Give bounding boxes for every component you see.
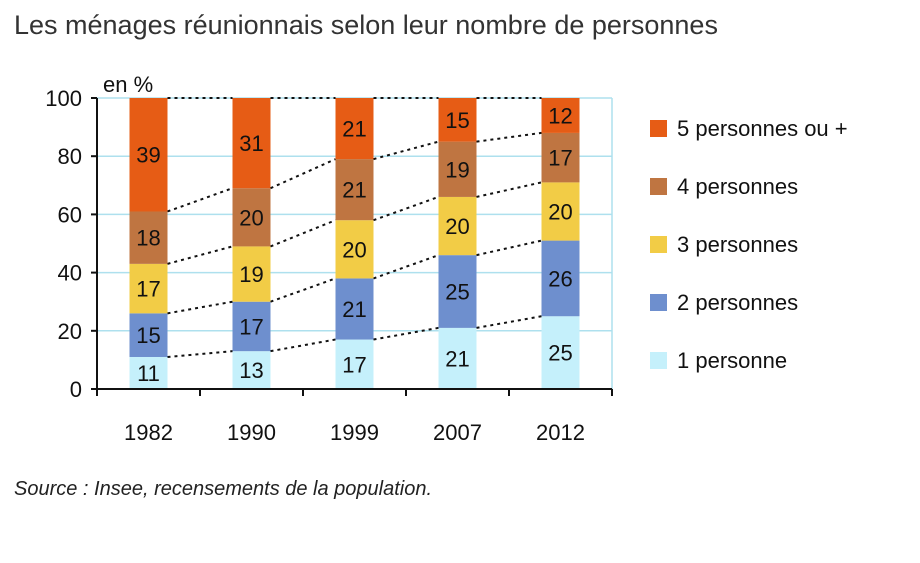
connector-line xyxy=(476,181,542,198)
data-label: 21 xyxy=(342,297,366,322)
bar-segment xyxy=(541,182,580,241)
unit-label: en % xyxy=(103,72,153,97)
data-label: 21 xyxy=(445,346,469,371)
legend-label: 2 personnes xyxy=(677,290,798,315)
bar-segment xyxy=(335,220,374,279)
y-tick-label: 40 xyxy=(58,261,82,286)
bar-segment xyxy=(129,313,168,357)
connector-line xyxy=(167,300,233,315)
bar-segment xyxy=(232,301,271,352)
y-tick-label: 100 xyxy=(45,86,82,111)
connector-line xyxy=(167,187,233,213)
x-tick-label: 2012 xyxy=(536,420,585,445)
bar-segment xyxy=(232,351,271,389)
legend-swatch xyxy=(650,294,667,311)
legend-swatch xyxy=(650,352,667,369)
data-label: 11 xyxy=(137,361,160,386)
bar-segment xyxy=(438,255,477,328)
data-label: 21 xyxy=(342,117,366,142)
x-tick-label: 1982 xyxy=(124,420,173,445)
data-label: 17 xyxy=(239,314,263,339)
data-label: 15 xyxy=(136,323,160,348)
y-tick-label: 80 xyxy=(58,144,82,169)
data-label: 15 xyxy=(445,108,469,133)
connector-line xyxy=(373,254,439,280)
bar-segment xyxy=(335,159,374,221)
bar-segment xyxy=(541,240,580,317)
bar-segment xyxy=(232,98,271,189)
data-label: 25 xyxy=(445,280,469,305)
x-tick-label: 1990 xyxy=(227,420,276,445)
legend-label: 5 personnes ou + xyxy=(677,116,848,141)
data-label: 20 xyxy=(342,237,366,262)
data-label: 31 xyxy=(239,131,263,156)
bar-segment xyxy=(232,188,271,247)
connector-line xyxy=(476,131,542,143)
bar-segment xyxy=(129,98,168,212)
y-tick-label: 20 xyxy=(58,319,82,344)
bar-segment xyxy=(438,98,477,142)
data-label: 17 xyxy=(136,277,160,302)
bar-segment xyxy=(438,141,477,197)
connector-lines xyxy=(167,97,542,358)
source-note: Source : Insee, recensements de la popul… xyxy=(14,478,433,500)
data-label: 13 xyxy=(239,358,263,383)
bar-segment xyxy=(335,278,374,340)
bar-segment xyxy=(335,98,374,160)
connector-line xyxy=(373,326,439,341)
bar-segment xyxy=(129,356,168,389)
bar-segment xyxy=(438,196,477,256)
bar-segment xyxy=(541,98,580,133)
connector-line xyxy=(476,315,542,329)
data-labels: 11 13 17 21 25 15 17 21 25 26 17 19 20 20 20 18 20 21 19 17… xyxy=(136,103,572,386)
data-label: 20 xyxy=(445,214,469,239)
data-label: 25 xyxy=(548,341,572,366)
legend-label: 4 personnes xyxy=(677,174,798,199)
connector-line xyxy=(373,195,439,222)
bar-segment xyxy=(438,327,477,389)
data-label: 19 xyxy=(445,157,469,182)
bar-segment xyxy=(541,316,580,389)
chart-title: Les ménages réunionnais selon leur nombr… xyxy=(14,10,718,40)
data-label: 17 xyxy=(548,146,572,171)
connector-line xyxy=(167,350,233,358)
connector-line xyxy=(373,140,439,161)
data-label: 17 xyxy=(342,352,366,377)
data-label: 20 xyxy=(548,199,572,224)
bars xyxy=(129,98,580,389)
data-label: 20 xyxy=(239,205,263,230)
legend-label: 1 personne xyxy=(677,348,787,373)
bar-segment xyxy=(129,263,168,314)
connector-line xyxy=(270,338,336,353)
bar-segment xyxy=(541,132,580,183)
connector-line xyxy=(270,158,336,190)
data-label: 12 xyxy=(548,103,572,128)
connector-line xyxy=(476,239,542,257)
connector-line xyxy=(270,277,336,303)
legend-swatch xyxy=(650,236,667,253)
data-label: 21 xyxy=(342,178,366,203)
data-label: 26 xyxy=(548,266,572,291)
legend: 5 personnes ou + 4 personnes 3 personnes 2 … xyxy=(650,116,848,373)
legend-swatch xyxy=(650,178,667,195)
bar-segment xyxy=(129,211,168,264)
x-tick-label: 1999 xyxy=(330,420,379,445)
legend-label: 3 personnes xyxy=(677,232,798,257)
connector-line xyxy=(270,219,336,248)
y-tick-label: 0 xyxy=(70,377,82,402)
connector-line xyxy=(167,245,233,265)
data-label: 18 xyxy=(136,226,160,251)
data-label: 19 xyxy=(239,262,263,287)
bar-segment xyxy=(232,246,271,302)
y-tick-label: 60 xyxy=(58,202,82,227)
bar-segment xyxy=(335,339,374,389)
x-tick-label: 2007 xyxy=(433,420,482,445)
data-label: 39 xyxy=(136,143,160,168)
legend-swatch xyxy=(650,120,667,137)
